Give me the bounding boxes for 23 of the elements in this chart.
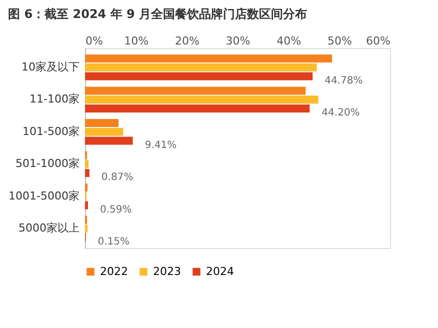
y-tick-label: 5000家以上 — [18, 222, 80, 235]
x-tick-label: 10% — [124, 34, 149, 48]
legend-label: 2024 — [206, 264, 234, 278]
x-tick-label: 60% — [366, 34, 390, 48]
data-label: 44.20% — [322, 108, 360, 119]
data-label: 0.15% — [98, 236, 130, 248]
y-tick-label: 1001-5000家 — [8, 189, 80, 202]
data-label: 44.78% — [324, 75, 363, 86]
legend-label: 2023 — [153, 264, 181, 278]
x-tick-label: 20% — [174, 34, 200, 48]
legend-label: 2022 — [100, 264, 128, 278]
x-tick-label: 40% — [276, 34, 302, 48]
data-label: 0.59% — [100, 204, 132, 216]
data-label: 9.41% — [144, 140, 177, 151]
x-tick-label: 0% — [86, 34, 103, 48]
chart-title: 图 6：截至 2024 年 9 月全国餐饮品牌门店数区间分布 — [8, 7, 308, 21]
x-tick-label: 50% — [327, 34, 352, 48]
y-tick-label: 10家及以下 — [22, 60, 80, 74]
x-tick-label: 30% — [226, 34, 250, 48]
data-label: 0.87% — [101, 172, 134, 184]
y-tick-label: 101-500家 — [22, 124, 80, 138]
y-tick-label: 501-1000家 — [16, 157, 80, 170]
y-tick-label: 11-100家 — [30, 92, 80, 106]
